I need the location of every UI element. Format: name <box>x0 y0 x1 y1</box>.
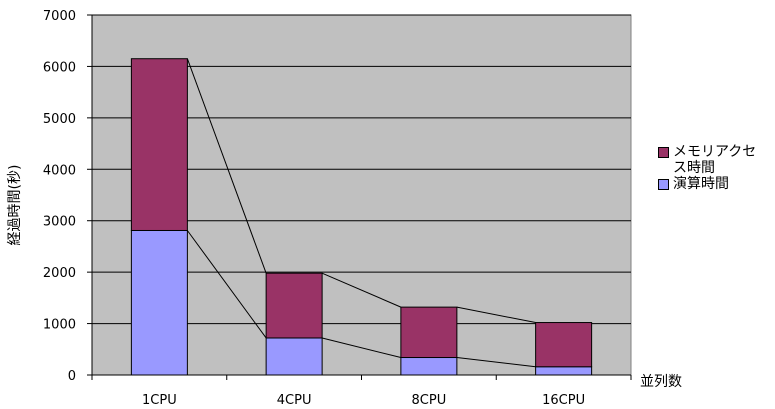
bar-memory-access-16cpu <box>535 322 593 368</box>
legend-label-memory-access: メモリアクセス時間 <box>673 144 757 176</box>
connector-line <box>321 272 402 308</box>
bar-compute-16cpu <box>535 366 593 376</box>
x-tick-label: 4CPU <box>277 393 312 408</box>
x-tick-label: 16CPU <box>542 393 585 408</box>
bar-memory-access-4cpu <box>265 272 323 339</box>
y-tick-label: 2000 <box>43 266 76 281</box>
legend-swatch-compute <box>658 179 669 190</box>
legend: メモリアクセス時間 演算時間 <box>658 144 773 192</box>
connector-lines <box>186 58 536 368</box>
connector-line <box>322 337 401 358</box>
legend-swatch-memory-access <box>658 147 669 158</box>
connector-line <box>456 306 536 324</box>
y-tick-label: 0 <box>68 369 76 384</box>
y-tick-label: 4000 <box>43 163 76 178</box>
y-tick-labels: 0 1000 2000 3000 4000 5000 6000 7000 <box>43 9 92 384</box>
bar-memory-access-1cpu <box>130 58 188 231</box>
y-tick-label: 7000 <box>43 9 76 24</box>
x-tick-label: 1CPU <box>142 393 177 408</box>
x-tick-labels: 1CPU 4CPU 8CPU 16CPU <box>91 375 632 408</box>
y-tick-label: 1000 <box>43 318 76 333</box>
legend-label-compute: 演算時間 <box>673 176 729 192</box>
bars <box>130 58 593 376</box>
y-tick-label: 5000 <box>43 112 76 127</box>
bar-compute-4cpu <box>265 337 323 376</box>
legend-item-compute: 演算時間 <box>658 176 773 192</box>
y-tick-label: 3000 <box>43 215 76 230</box>
connector-line <box>456 357 536 368</box>
y-axis-label: 経過時間(秒) <box>7 165 23 246</box>
x-axis-label: 並列数 <box>640 374 682 390</box>
bar-compute-1cpu <box>130 229 188 376</box>
connector-line <box>186 58 267 274</box>
connector-line <box>186 230 267 339</box>
bar-memory-access-8cpu <box>400 306 458 359</box>
y-tick-label: 6000 <box>43 60 76 75</box>
x-tick-label: 8CPU <box>412 393 447 408</box>
legend-item-memory-access: メモリアクセス時間 <box>658 144 773 176</box>
bar-compute-8cpu <box>400 357 458 376</box>
